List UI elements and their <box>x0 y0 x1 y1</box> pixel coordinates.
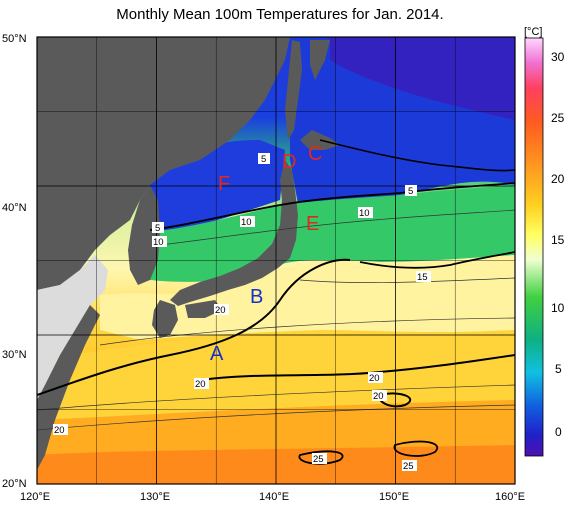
thin-contour <box>159 209 515 246</box>
contour-20 <box>37 258 351 396</box>
china-coast <box>37 305 100 470</box>
contour-label: 20 <box>369 373 380 384</box>
sakhalin <box>285 40 302 140</box>
colorbar-tick: 25 <box>551 111 565 125</box>
region-marker-f: F <box>218 173 230 195</box>
contour-15 <box>359 251 515 269</box>
region-marker-d: D <box>282 151 296 173</box>
colorbar-tick: 30 <box>551 50 565 64</box>
contour-label: 5 <box>261 154 266 165</box>
lat-label-50: 50°N <box>2 33 27 45</box>
contour-label: 10 <box>153 237 164 248</box>
map-frame <box>36 36 516 485</box>
contour-label: 20 <box>54 425 65 436</box>
contour-label: 20 <box>215 305 226 316</box>
colorbar-ticks: 30 25 20 15 10 5 0 <box>551 50 565 439</box>
kyushu <box>152 300 178 338</box>
region-marker-a: A <box>210 343 224 365</box>
contour-label: 25 <box>403 461 414 472</box>
kamchatka <box>310 40 330 80</box>
lat-label-40: 40°N <box>2 202 27 214</box>
colorbar-tick: 20 <box>551 172 565 186</box>
transition-band <box>150 185 515 282</box>
lat-label-20: 20°N <box>2 478 27 490</box>
lon-label-120: 120°E <box>20 491 50 503</box>
lon-label-150: 150°E <box>379 491 409 503</box>
contour-label: 15 <box>417 272 428 283</box>
contour-labels: 5 5 5 10 10 10 15 20 20 20 20 20 25 25 <box>53 153 431 472</box>
thin-contour <box>99 317 515 346</box>
region-marker-b: B <box>250 286 263 308</box>
lon-label-130: 130°E <box>140 491 170 503</box>
contour-label: 5 <box>408 186 413 197</box>
lat-label-30: 30°N <box>2 349 27 361</box>
unmapped-coast <box>37 255 108 400</box>
lon-label-140: 140°E <box>259 491 289 503</box>
colorbar-unit: [°C] <box>524 26 542 38</box>
contour-label: 10 <box>241 217 252 228</box>
region-marker-c: C <box>308 143 322 165</box>
contour-10 <box>149 182 515 231</box>
contour-label: 20 <box>373 391 384 402</box>
thin-contour <box>299 277 515 283</box>
graticule <box>37 37 515 484</box>
contour-25 <box>298 450 344 465</box>
contour-label: 10 <box>359 208 370 219</box>
lon-label-160: 160°E <box>495 491 525 503</box>
thin-contour <box>37 404 515 431</box>
contour-label: 5 <box>155 223 160 234</box>
warm-light-band <box>100 255 515 340</box>
map-title: Monthly Mean 100m Temperatures for Jan. … <box>116 6 444 23</box>
thin-contour <box>37 384 515 411</box>
colorbar-tick: 15 <box>551 233 565 247</box>
colorbar <box>524 37 544 457</box>
contour-label: 20 <box>195 379 206 390</box>
contour-label: 25 <box>313 454 324 465</box>
contour-25b <box>393 440 438 457</box>
region-marker-e: E <box>306 213 319 235</box>
colorbar-tick: 5 <box>555 362 562 376</box>
colorbar-tick: 0 <box>555 425 562 439</box>
contour-5 <box>319 139 515 172</box>
coldest-water <box>330 37 515 120</box>
honshu <box>170 160 298 306</box>
korea-peninsula <box>128 185 160 285</box>
asia-continent <box>37 37 290 290</box>
colorbar-tick: 10 <box>551 301 565 315</box>
shikoku <box>185 300 222 318</box>
